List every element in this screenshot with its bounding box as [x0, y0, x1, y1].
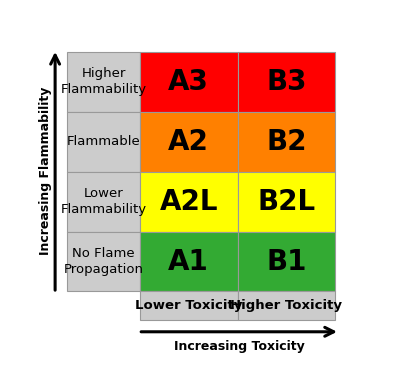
- Text: Increasing Flammability: Increasing Flammability: [39, 87, 52, 255]
- Bar: [238, 291, 335, 319]
- Bar: [140, 172, 238, 232]
- Text: Lower Toxicity: Lower Toxicity: [135, 299, 242, 312]
- Text: A1: A1: [168, 248, 209, 276]
- Bar: [67, 112, 140, 172]
- Text: B1: B1: [266, 248, 306, 276]
- Bar: [67, 52, 140, 112]
- Text: B2: B2: [266, 128, 307, 156]
- Text: A3: A3: [168, 68, 209, 96]
- Text: A2: A2: [168, 128, 209, 156]
- Text: Flammable: Flammable: [66, 135, 140, 148]
- Bar: [67, 232, 140, 291]
- Text: Increasing Toxicity: Increasing Toxicity: [174, 340, 304, 353]
- Bar: [238, 172, 335, 232]
- Text: Lower
Flammability: Lower Flammability: [60, 187, 146, 216]
- Bar: [238, 112, 335, 172]
- Text: Higher Toxicity: Higher Toxicity: [230, 299, 342, 312]
- Bar: [238, 52, 335, 112]
- Bar: [238, 232, 335, 291]
- Text: B3: B3: [266, 68, 307, 96]
- Text: Higher
Flammability: Higher Flammability: [60, 68, 146, 96]
- Bar: [140, 52, 238, 112]
- Bar: [140, 112, 238, 172]
- Bar: [140, 291, 238, 319]
- Text: A2L: A2L: [160, 188, 218, 216]
- Text: No Flame
Propagation: No Flame Propagation: [64, 247, 144, 276]
- Text: B2L: B2L: [257, 188, 316, 216]
- Bar: [140, 232, 238, 291]
- Bar: [67, 172, 140, 232]
